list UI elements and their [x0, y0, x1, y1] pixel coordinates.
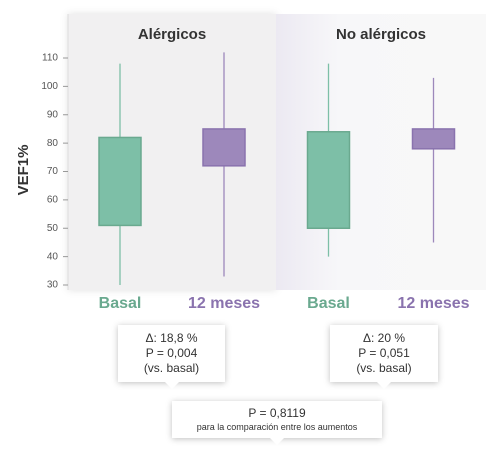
annotation-line: P = 0,051	[358, 346, 410, 360]
y-tick-label: 80	[47, 138, 59, 149]
box	[202, 128, 246, 167]
annotation-line: P = 0,004	[145, 346, 198, 360]
y-tick-label: 40	[47, 251, 59, 262]
y-tick-label: 60	[47, 195, 59, 206]
annotation-line: Δ: 18,8 %	[145, 331, 198, 345]
annotation: Δ: 18,8 % P = 0,004 (vs. basal)	[118, 325, 225, 389]
box	[306, 131, 351, 229]
box	[411, 128, 456, 150]
y-tick-label: 70	[47, 166, 59, 177]
x-tick-label: Basal	[307, 295, 350, 312]
y-tick-label: 50	[47, 223, 59, 234]
annotation-line: Δ: 20 %	[362, 331, 406, 345]
annotation-line: (vs. basal)	[143, 361, 200, 375]
footnote-line: para la comparación entre los aumentos	[196, 422, 358, 432]
x-tick-label: Basal	[99, 295, 142, 312]
y-tick-label: 110	[42, 53, 58, 64]
footnote: P = 0,8119 para la comparación entre los …	[172, 401, 382, 445]
y-tick-label: 100	[41, 81, 58, 92]
footnote-line: P = 0,8119	[248, 406, 306, 420]
y-tick-label: 30	[47, 280, 59, 291]
annotation-line: (vs. basal)	[356, 361, 412, 375]
panel-title: No alérgicos	[336, 26, 426, 43]
x-tick-label: 12 meses	[397, 295, 469, 312]
annotation: Δ: 20 % P = 0,051 (vs. basal)	[330, 325, 438, 389]
box	[98, 136, 142, 227]
x-tick-label: 12 meses	[188, 295, 260, 312]
y-axis-label: VEF1%	[15, 145, 32, 196]
panel-title: Alérgicos	[138, 26, 206, 43]
y-tick-label: 90	[47, 109, 59, 120]
